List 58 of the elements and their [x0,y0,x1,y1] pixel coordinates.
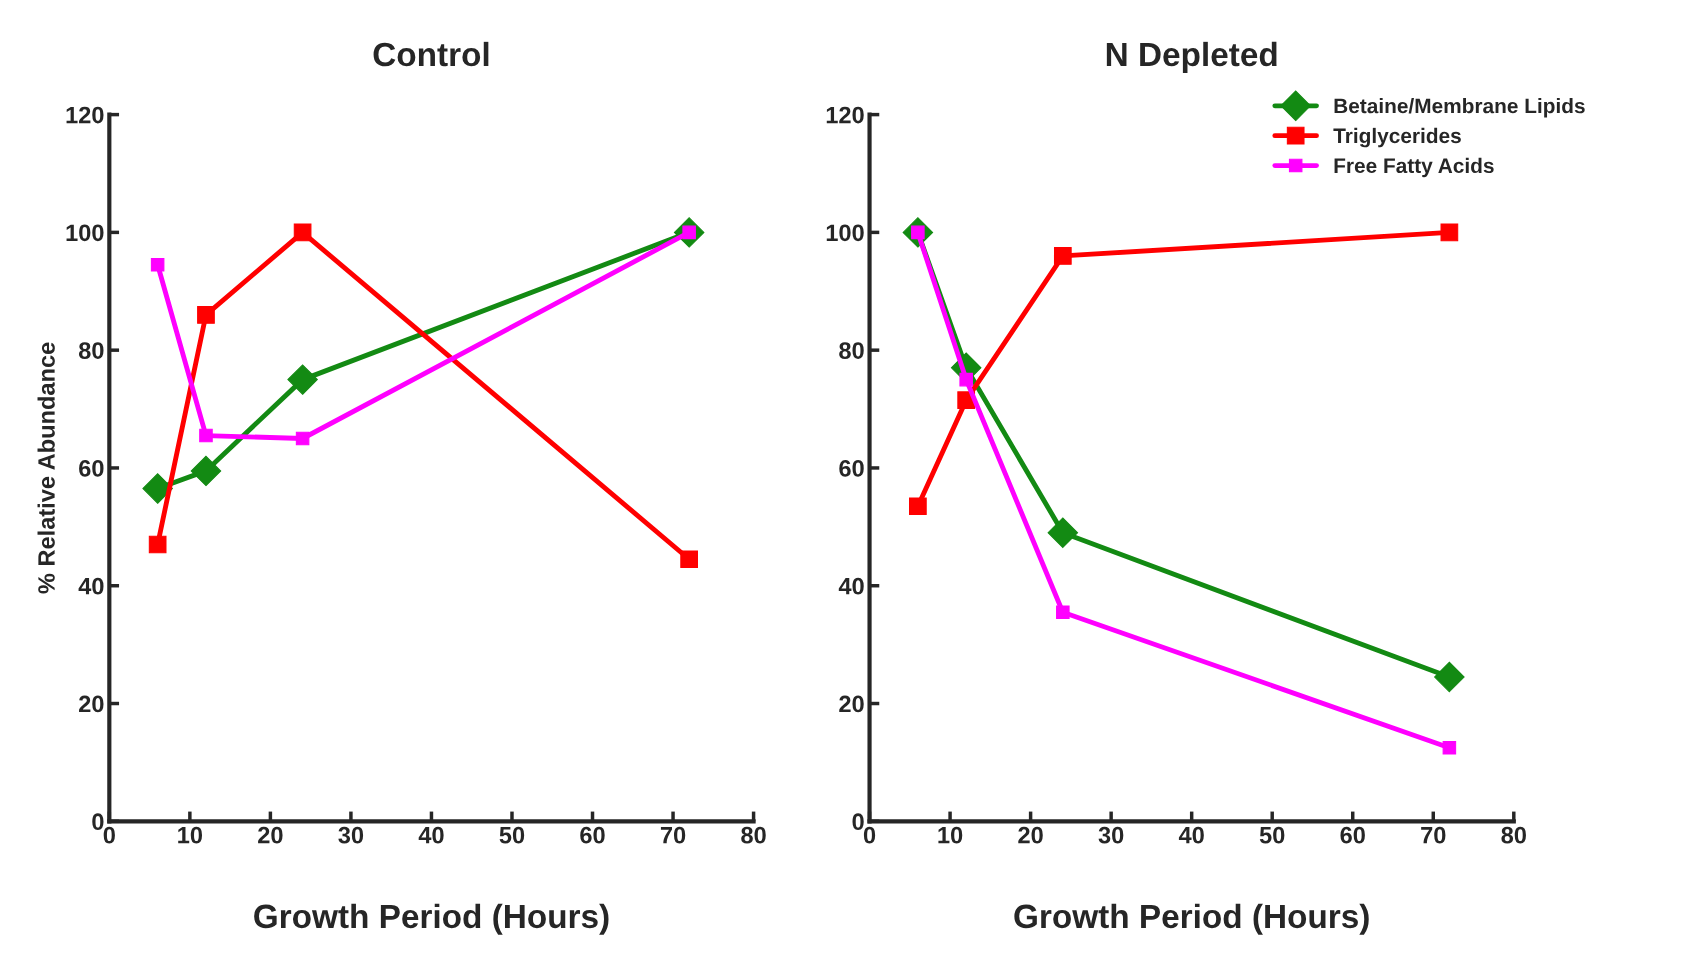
x-tick-label: 30 [1098,826,1124,844]
point [959,372,973,387]
point [142,473,173,504]
x-tick-label: 0 [103,826,115,844]
y-axis-title: % Relative Abundance [37,342,55,594]
point [1056,605,1070,619]
y-tick-label: 120 [826,106,864,124]
point [909,497,927,516]
point [1440,223,1459,242]
x-tick-label: 70 [1421,826,1446,844]
y-tick-label: 40 [838,577,864,595]
y-tick-label: 80 [78,342,104,359]
point [199,428,213,443]
x-tick-label: 0 [863,826,876,844]
x-tick-label: 10 [178,826,203,844]
point [287,364,318,395]
chart-title: N Depleted [1106,41,1277,73]
y-tick-label: 0 [92,813,104,831]
point [197,305,215,324]
x-axis-title: Growth Period (Hours) [1014,903,1369,935]
y-tick-label: 120 [66,106,104,124]
chart-title: Control [373,41,489,67]
x-tick-label: 10 [938,826,963,844]
y-tick-label: 60 [839,460,864,477]
point [1053,247,1072,265]
x-tick-label: 30 [338,826,364,844]
point [1047,517,1079,548]
x-tick-label: 40 [1178,826,1204,844]
legend-label: Triglycerides [1333,127,1461,148]
x-tick-label: 50 [1259,826,1285,844]
x-tick-label: 50 [499,826,525,844]
x-tick-label: 20 [1018,826,1043,844]
point [148,535,167,554]
y-tick-label: 20 [79,695,104,713]
point [190,455,222,487]
x-tick-label: 20 [258,826,283,844]
y-tick-label: 60 [79,460,104,477]
y-tick-label: 80 [839,342,864,359]
legend-label: Free Fatty Acids [1334,157,1494,178]
legend-label: Betaine/Membrane Lipids [1334,98,1585,118]
y-tick-label: 20 [839,695,864,713]
point [680,550,699,569]
y-tick-label: 100 [826,224,864,242]
point [1434,661,1465,693]
y-tick-label: 100 [66,224,104,242]
point [150,258,165,272]
point [295,431,310,446]
point [1442,740,1457,755]
x-tick-label: 60 [580,826,605,844]
x-tick-label: 80 [741,826,766,844]
y-tick-label: 0 [852,813,864,831]
x-tick-label: 80 [1501,826,1526,844]
point [293,223,312,242]
y-tick-label: 40 [78,577,104,595]
x-tick-label: 60 [1340,826,1365,844]
x-tick-label: 70 [660,826,686,844]
x-tick-label: 40 [418,826,444,844]
x-axis-title: Growth Period (Hours) [254,903,609,935]
